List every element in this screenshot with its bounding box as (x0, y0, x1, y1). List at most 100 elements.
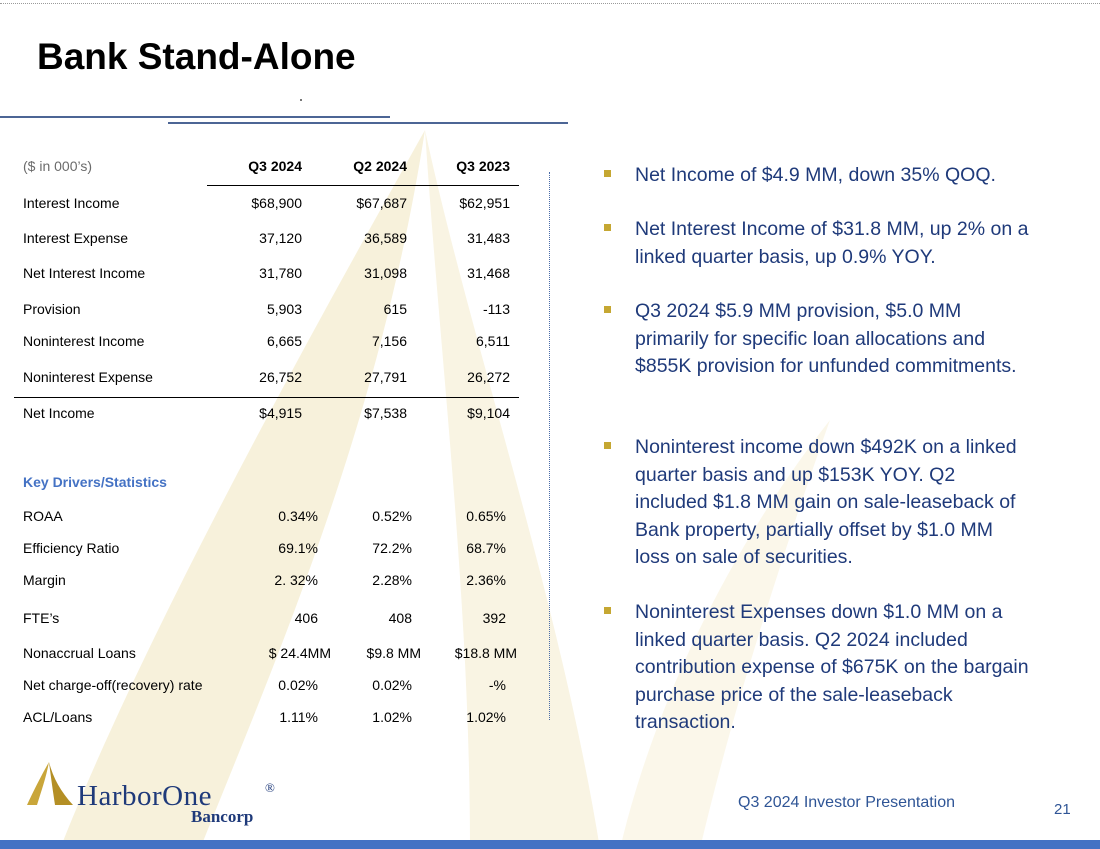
page-number: 21 (1054, 801, 1071, 818)
row-value: 37,120 (259, 230, 302, 246)
table-row-net-income: Net Income $4,915 $7,538 $9,104 (14, 405, 519, 427)
table-row: Net Interest Income 31,780 31,098 31,468 (14, 265, 519, 287)
logo-subtitle: Bancorp (191, 807, 254, 826)
row-value: $67,687 (356, 195, 407, 211)
row-value: 408 (388, 610, 412, 626)
table-row: Interest Expense 37,120 36,589 31,483 (14, 230, 519, 252)
row-label: ACL/Loans (23, 709, 93, 725)
row-value: 406 (294, 610, 318, 626)
row-label: Margin (23, 572, 66, 588)
bullet-text: Net Income of $4.9 MM, down 35% QOQ. (635, 164, 996, 186)
page-title: Bank Stand-Alone (37, 36, 356, 77)
logo-wordmark: HarborOne (77, 780, 212, 812)
row-label: Net Income (23, 405, 95, 421)
row-value: 26,752 (259, 369, 302, 385)
stat-row: Net charge-off(recovery) rate 0.02% 0.02… (14, 677, 519, 699)
row-value: 6,511 (476, 333, 510, 349)
logo-registered-mark: ® (265, 780, 275, 795)
column-divider (549, 172, 550, 720)
row-value: 31,483 (467, 230, 510, 246)
row-value: 1.02% (466, 709, 506, 725)
bullet-text: Noninterest income down $492K on a linke… (635, 436, 1017, 568)
sail-logo-icon (27, 762, 73, 805)
table-row: Interest Income $68,900 $67,687 $62,951 (14, 195, 519, 217)
row-value: 1.11% (279, 709, 318, 725)
row-value: 0.02% (372, 677, 412, 693)
row-value: 2.28% (372, 572, 412, 588)
row-value: 31,468 (467, 265, 510, 281)
row-value: $68,900 (251, 195, 302, 211)
bullet-square-icon (604, 170, 611, 177)
row-value: $7,538 (364, 405, 407, 421)
header-underline (207, 185, 519, 186)
row-value: 1.02% (372, 709, 412, 725)
table-row: Provision 5,903 615 -113 (14, 301, 519, 323)
column-header: Q3 2024 (248, 158, 302, 174)
row-value: 5,903 (266, 301, 302, 317)
title-dot (300, 99, 302, 101)
row-value: 7,156 (371, 333, 407, 349)
row-label: Efficiency Ratio (23, 540, 120, 556)
row-value: $ 24.4MM (268, 645, 331, 661)
bullet-text: Noninterest Expenses down $1.0 MM on a l… (635, 601, 1029, 733)
row-label: ROAA (23, 508, 63, 524)
row-value: 0.02% (278, 677, 318, 693)
row-value: -113 (483, 301, 510, 317)
row-value: 615 (383, 301, 407, 317)
unit-label: ($ in 000’s) (23, 158, 93, 174)
row-value: 69.1% (278, 540, 318, 556)
row-value: 2. 32% (274, 572, 318, 588)
bullet-square-icon (604, 607, 611, 614)
row-label: Net charge-off(recovery) rate (23, 677, 203, 693)
harborone-logo: HarborOne ® Bancorp (27, 762, 287, 828)
column-header: Q2 2024 (353, 158, 407, 174)
row-value: 72.2% (372, 540, 412, 556)
title-rule-right (168, 122, 568, 124)
row-value: 0.65% (466, 508, 506, 524)
row-value: 392 (482, 610, 506, 626)
row-value: $62,951 (459, 195, 510, 211)
row-value: 2.36% (466, 572, 506, 588)
bullet-square-icon (604, 442, 611, 449)
stat-row: Efficiency Ratio 69.1% 72.2% 68.7% (14, 540, 519, 562)
top-dotted-border (0, 3, 1100, 4)
row-value: 0.52% (372, 508, 412, 524)
bullet-text: Net Interest Income of $31.8 MM, up 2% o… (635, 218, 1029, 268)
stat-row: Nonaccrual Loans $ 24.4MM $9.8 MM $18.8 … (14, 645, 519, 667)
bottom-bar (0, 840, 1100, 849)
row-label: Provision (23, 301, 81, 317)
row-value: 26,272 (467, 369, 510, 385)
row-value: $18.8 MM (454, 645, 517, 661)
row-label: Noninterest Expense (23, 369, 153, 385)
row-label: Interest Expense (23, 230, 129, 246)
row-value: 31,780 (259, 265, 302, 281)
net-income-rule (14, 397, 519, 398)
footer-presentation-title: Q3 2024 Investor Presentation (738, 794, 956, 811)
row-value: $4,915 (259, 405, 302, 421)
row-label: Net Interest Income (23, 265, 146, 281)
key-drivers-title: Key Drivers/Statistics (23, 474, 167, 490)
row-label: FTE’s (23, 610, 60, 626)
row-value: 68.7% (466, 540, 506, 556)
stat-row: Margin 2. 32% 2.28% 2.36% (14, 572, 519, 594)
table-header-row: ($ in 000’s) Q3 2024 Q2 2024 Q3 2023 (14, 158, 519, 180)
title-rule-left (0, 116, 390, 118)
stat-row: ROAA 0.34% 0.52% 0.65% (14, 508, 519, 530)
row-value: -% (488, 677, 506, 693)
bullet-text: Q3 2024 $5.9 MM provision, $5.0 MM prima… (635, 300, 1017, 377)
row-value: 27,791 (364, 369, 407, 385)
row-value: $9,104 (467, 405, 510, 421)
row-label: Noninterest Income (23, 333, 145, 349)
bullet-square-icon (604, 306, 611, 313)
row-value: 31,098 (364, 265, 407, 281)
bullet-square-icon (604, 224, 611, 231)
row-label: Interest Income (23, 195, 120, 211)
stat-row: FTE’s 406 408 392 (14, 610, 519, 632)
column-header: Q3 2023 (456, 158, 510, 174)
row-value: $9.8 MM (366, 645, 421, 661)
row-value: 36,589 (364, 230, 407, 246)
row-value: 6,665 (266, 333, 302, 349)
row-label: Nonaccrual Loans (23, 645, 136, 661)
stat-row: ACL/Loans 1.11% 1.02% 1.02% (14, 709, 519, 731)
